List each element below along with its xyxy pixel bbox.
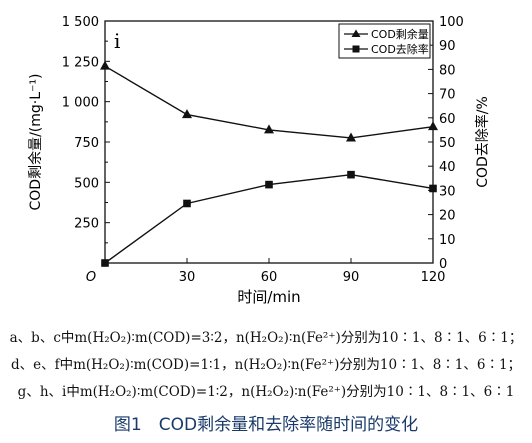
legend-triangle-marker xyxy=(351,29,361,37)
right-y-axis-ticks: 0 10 20 30 40 50 60 70 80 90 100 xyxy=(428,15,464,272)
right-y-tick-label: 60 xyxy=(439,112,456,127)
note-line-ghi: g、h、i中m(H₂O₂)∶m(COD)=1∶2，n(H₂O₂)∶n(Fe²⁺)… xyxy=(17,384,515,400)
left-y-tick-label: 750 xyxy=(74,136,99,151)
x-tick-label: 90 xyxy=(343,270,360,285)
left-y-tick-label: 250 xyxy=(74,217,99,232)
right-y-tick-label: 50 xyxy=(439,136,456,151)
right-y-tick-label: 40 xyxy=(439,160,456,175)
right-y-tick-label: 0 xyxy=(439,257,447,272)
legend-square-marker xyxy=(352,45,360,53)
cod-removal-point xyxy=(183,199,191,208)
figure-caption: 图1 COD剩余量和去除率随时间的变化 xyxy=(113,415,419,435)
series-layer xyxy=(100,60,438,267)
right-y-tick-label: 80 xyxy=(439,63,456,78)
panel-label: i xyxy=(114,29,120,53)
cod-remaining-point xyxy=(428,121,438,131)
right-y-tick-label: 70 xyxy=(439,88,456,103)
right-y-tick-label: 30 xyxy=(439,184,456,199)
right-y-tick-label: 20 xyxy=(439,209,456,224)
legend-label-removal: COD去除率 xyxy=(371,42,429,56)
left-y-tick-label: 500 xyxy=(74,176,99,191)
left-y-axis-label: COD剩余量/(mg·L⁻¹) xyxy=(27,74,44,211)
x-tick-label: O xyxy=(86,270,96,285)
note-line-def: d、e、f中m(H₂O₂)∶m(COD)=1∶1，n(H₂O₂)∶n(Fe²⁺)… xyxy=(10,357,522,373)
left-y-tick-label: 1 500 xyxy=(62,15,99,30)
cod-remaining-point xyxy=(264,124,274,134)
note-line-abc: a、b、c中m(H₂O₂)∶m(COD)=3∶2，n(H₂O₂)∶n(Fe²⁺)… xyxy=(9,330,523,346)
cod-remaining-point xyxy=(182,109,192,119)
cod-remaining-point xyxy=(346,132,356,142)
right-y-axis-label: COD去除率/% xyxy=(474,96,491,188)
dual-axis-line-chart: i O 30 60 90 120 0 250 500 750 1 000 1 250 1 500 0… xyxy=(27,15,491,306)
x-tick-label: 60 xyxy=(261,270,278,285)
cod-removal-point xyxy=(101,259,109,267)
x-tick-label: 120 xyxy=(421,270,446,285)
right-y-tick-label: 10 xyxy=(439,233,456,248)
left-y-tick-label: 1 000 xyxy=(62,96,99,111)
legend: COD剩余量 COD去除率 xyxy=(338,23,431,59)
cod-remaining-point xyxy=(100,60,110,70)
x-axis-label: 时间/min xyxy=(237,288,300,306)
cod-removal-point xyxy=(347,170,355,179)
x-axis-ticks: O 30 60 90 120 xyxy=(86,258,446,285)
cod-removal-point xyxy=(265,180,273,189)
right-y-tick-label: 90 xyxy=(439,39,456,54)
right-y-tick-label: 100 xyxy=(439,15,464,30)
left-y-tick-label: 1 250 xyxy=(62,55,99,70)
legend-label-remaining: COD剩余量 xyxy=(371,27,429,41)
cod-removal-point xyxy=(429,184,437,193)
x-tick-label: 30 xyxy=(179,270,196,285)
